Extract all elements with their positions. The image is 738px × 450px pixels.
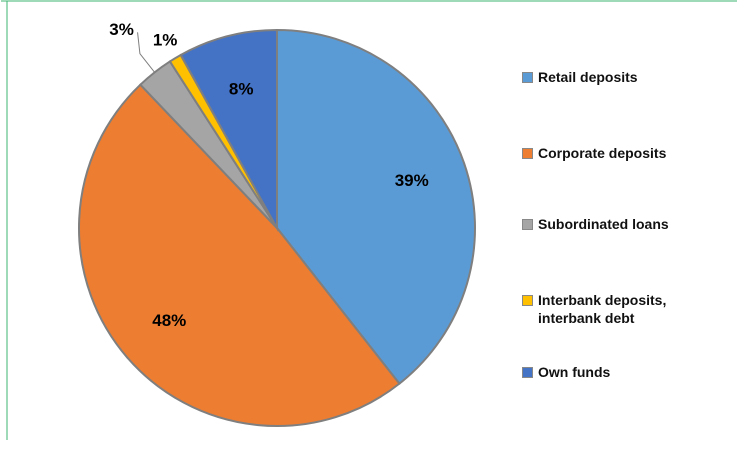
legend-swatch bbox=[522, 295, 533, 306]
legend-swatch bbox=[522, 72, 533, 83]
data-label: 48% bbox=[152, 311, 186, 330]
data-label: 3% bbox=[109, 20, 134, 39]
data-label: 39% bbox=[395, 171, 429, 190]
legend-label: Interbank deposits, interbank debt bbox=[538, 292, 667, 326]
legend-item: Retail deposits bbox=[522, 68, 722, 86]
legend-label: Retail deposits bbox=[538, 69, 638, 85]
legend-swatch bbox=[522, 367, 533, 378]
legend-label: Subordinated loans bbox=[538, 216, 669, 232]
legend-item: Interbank deposits, interbank debt bbox=[522, 291, 722, 327]
pie-slice bbox=[276, 28, 476, 386]
leader-line bbox=[137, 32, 155, 73]
legend-item: Corporate deposits bbox=[522, 144, 722, 162]
data-label: 8% bbox=[229, 79, 254, 98]
legend-swatch bbox=[522, 148, 533, 159]
legend-label: Own funds bbox=[538, 364, 611, 380]
legend-label: Corporate deposits bbox=[538, 145, 667, 161]
legend-item: Subordinated loans bbox=[522, 215, 722, 233]
pie-slice bbox=[78, 83, 401, 427]
data-label: 1% bbox=[153, 31, 178, 50]
pie-slice bbox=[179, 28, 278, 232]
legend-swatch bbox=[522, 219, 533, 230]
legend-item: Own funds bbox=[522, 363, 722, 381]
